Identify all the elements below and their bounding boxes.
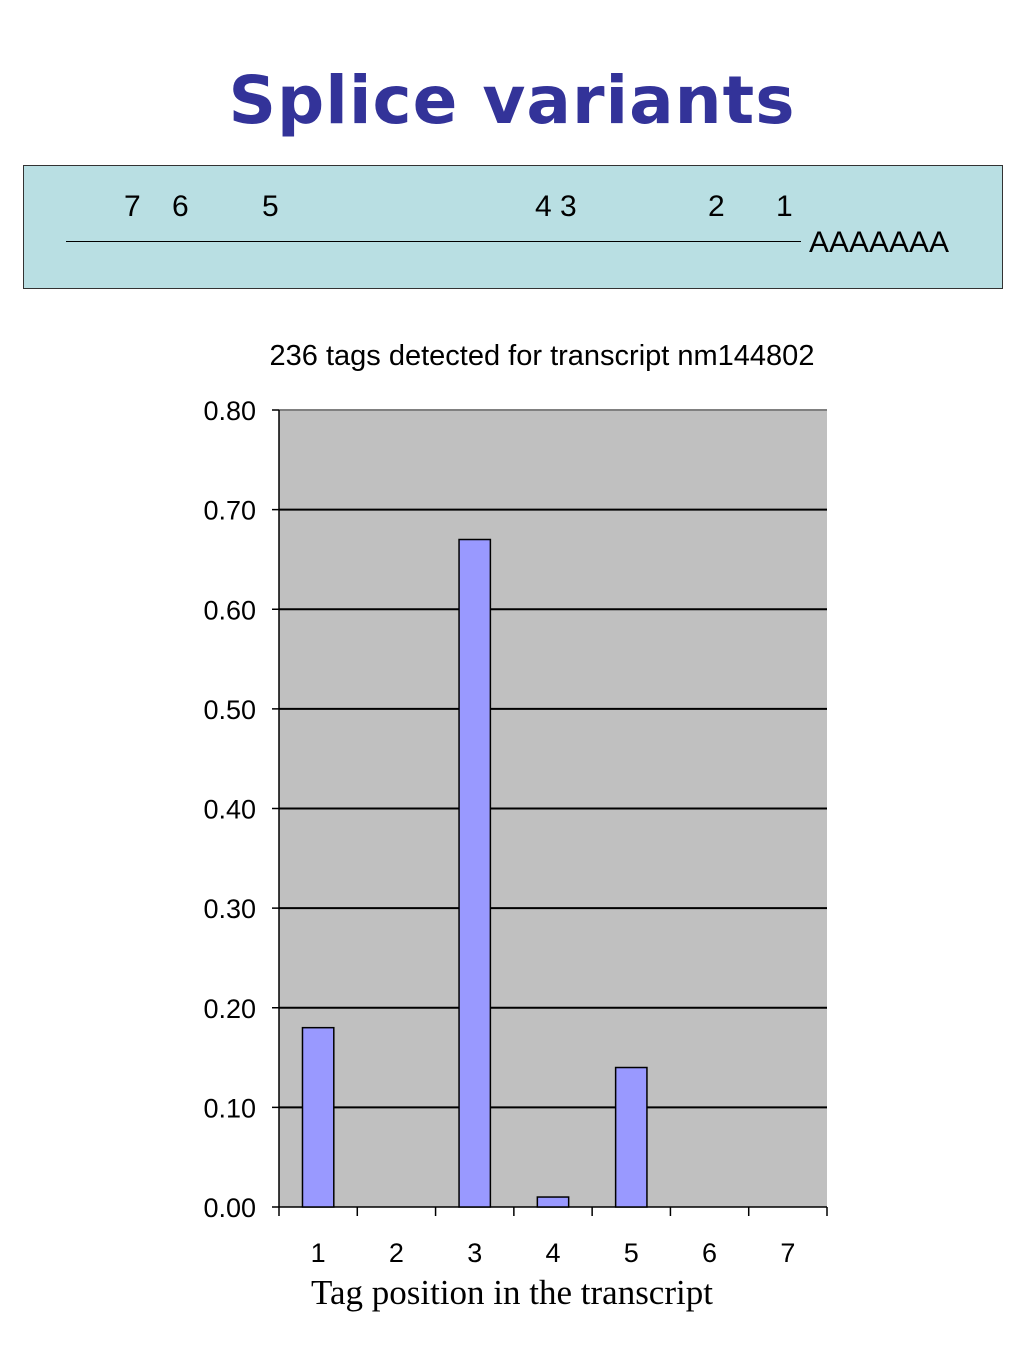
x-tick-label: 7 — [780, 1238, 795, 1268]
x-tick-label: 3 — [467, 1238, 482, 1268]
transcript-position-6: 6 — [172, 190, 189, 223]
transcript-position-2: 2 — [708, 190, 725, 223]
x-axis-title: Tag position in the transcript — [311, 1273, 713, 1312]
x-tick-label: 6 — [702, 1238, 717, 1268]
y-tick-label: 0.40 — [203, 795, 256, 825]
x-tick-label: 5 — [624, 1238, 639, 1268]
bar-5 — [614, 1066, 648, 1208]
transcript-position-5: 5 — [262, 190, 279, 223]
transcript-position-4-3: 4 3 — [535, 190, 577, 223]
transcript-diagram: 7 6 5 4 3 2 1 AAAAAAA — [23, 165, 1003, 289]
x-tick-label: 1 — [311, 1238, 326, 1268]
y-tick-label: 0.20 — [203, 994, 256, 1024]
x-tick-label: 4 — [545, 1238, 560, 1268]
bar-3 — [458, 538, 492, 1208]
chart-title: 236 tags detected for transcript nm14480… — [270, 340, 815, 372]
y-tick-label: 0.80 — [203, 396, 256, 426]
slide-title: Splice variants — [228, 62, 796, 139]
y-tick-label: 0.00 — [203, 1193, 256, 1223]
y-tick-label: 0.10 — [203, 1093, 256, 1123]
bar-1 — [301, 1026, 335, 1208]
transcript-position-7: 7 — [124, 190, 141, 223]
y-tick-label: 0.70 — [203, 496, 256, 526]
bar-4 — [536, 1196, 570, 1208]
x-tick-label: 2 — [389, 1238, 404, 1268]
transcript-position-1: 1 — [776, 190, 793, 223]
transcript-line — [66, 241, 801, 242]
y-tick-label: 0.60 — [203, 595, 256, 625]
polya-tail-label: AAAAAAA — [809, 226, 950, 259]
y-tick-label: 0.30 — [203, 894, 256, 924]
y-tick-label: 0.50 — [203, 695, 256, 725]
